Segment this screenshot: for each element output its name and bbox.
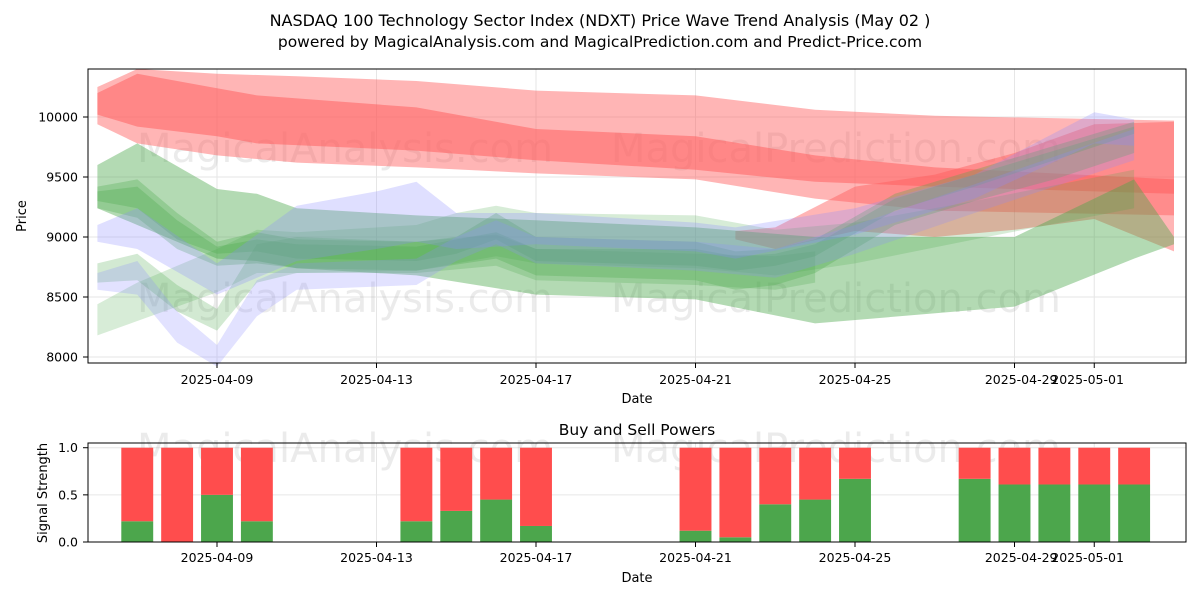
watermark-analysis-bottom: MagicalAnalysis.com	[137, 276, 553, 322]
price-x-axis-title: Date	[621, 392, 652, 407]
sell-power-bar	[161, 447, 194, 542]
powers-title: Buy and Sell Powers	[559, 421, 716, 439]
price-plot-frame	[87, 68, 1187, 364]
price-x-axis: 2025-04-09 2025-04-13 2025-04-17 2025-04-21…	[181, 363, 1124, 387]
buy-power-bar	[839, 478, 871, 542]
price-wave-bands	[97, 69, 1174, 367]
price-y-tick-label: 10000	[38, 110, 78, 125]
powers-x-tick-label: 2025-04-17	[500, 550, 573, 565]
price-band-red-band-3	[735, 121, 1174, 252]
price-y-tick-label: 9500	[46, 170, 78, 185]
sell-power-bar	[839, 447, 871, 479]
sell-power-bar	[440, 447, 473, 511]
sell-power-bar	[1078, 447, 1111, 485]
buy-power-bar	[1078, 484, 1111, 542]
powers-x-tick-label: 2025-04-29	[985, 550, 1058, 565]
buy-power-bar	[1118, 484, 1151, 542]
price-band-green-band-5	[97, 234, 816, 331]
chart-title: NASDAQ 100 Technology Sector Index (NDXT…	[270, 11, 931, 30]
price-plot: MagicalAnalysis.com MagicalPrediction.co…	[15, 68, 1187, 407]
sell-power-bar	[520, 447, 552, 526]
buy-power-bar	[1038, 484, 1071, 542]
powers-y-axis-title: Signal Strength	[36, 443, 51, 543]
sell-power-bar	[998, 447, 1031, 485]
price-x-tick-label: 2025-04-21	[659, 372, 732, 387]
price-x-tick-label: 2025-04-25	[819, 372, 892, 387]
powers-plot-frame	[87, 442, 1187, 543]
powers-x-tick-label: 2025-04-25	[819, 550, 892, 565]
sell-power-bar	[121, 447, 154, 522]
powers-y-tick-label: 0.5	[58, 487, 78, 502]
sell-power-bar	[759, 447, 792, 505]
buy-power-bar	[759, 504, 792, 542]
buy-power-bar	[440, 510, 473, 542]
sell-power-bar	[958, 447, 991, 479]
sell-power-bar	[201, 447, 233, 495]
price-band-blue-band-1	[97, 112, 1135, 295]
sell-power-bar	[1118, 447, 1151, 485]
powers-x-tick-label: 2025-05-01	[1051, 550, 1124, 565]
powers-y-tick-label: 1.0	[58, 440, 78, 455]
buy-power-bar	[799, 499, 832, 542]
price-band-blue-band-2	[97, 129, 1135, 367]
powers-bars	[121, 447, 1151, 542]
powers-watermark-prediction: MagicalPrediction.com	[611, 426, 1061, 472]
buy-power-bar	[400, 521, 433, 542]
sell-power-bar	[480, 447, 513, 500]
chart-subtitle: powered by MagicalAnalysis.com and Magic…	[278, 33, 922, 51]
sell-power-bar	[400, 447, 433, 522]
price-band-red-band-2	[97, 73, 1174, 194]
buy-power-bar	[998, 484, 1031, 542]
watermark-prediction-bottom: MagicalPrediction.com	[611, 276, 1061, 322]
price-y-axis-title: Price	[15, 200, 30, 232]
price-band-green-band-1	[97, 143, 1174, 324]
buy-power-bar	[480, 499, 513, 542]
powers-x-tick-label: 2025-04-09	[181, 550, 254, 565]
buy-power-bar	[201, 494, 233, 542]
buy-power-bar	[520, 525, 552, 542]
sell-power-bar	[1038, 447, 1071, 485]
price-x-tick-label: 2025-04-09	[181, 372, 254, 387]
sell-power-bar	[240, 447, 273, 522]
price-x-tick-label: 2025-04-13	[340, 372, 413, 387]
sell-power-bar	[719, 447, 752, 538]
price-y-tick-label: 8000	[46, 350, 78, 365]
buy-power-bar	[240, 521, 273, 542]
price-band-green-band-2	[97, 121, 1135, 271]
buy-power-bar	[958, 478, 991, 542]
buy-power-bar	[679, 530, 712, 542]
price-x-tick-label: 2025-04-29	[985, 372, 1058, 387]
price-band-green-band-4	[97, 169, 1135, 336]
powers-x-axis-title: Date	[621, 571, 652, 586]
powers-plot: MagicalAnalysis.com MagicalPrediction.co…	[36, 426, 1187, 586]
buy-power-bar	[719, 537, 752, 542]
price-x-tick-label: 2025-05-01	[1051, 372, 1124, 387]
price-band-green-band-3	[97, 126, 1135, 290]
price-x-tick-label: 2025-04-17	[500, 372, 573, 387]
buy-power-bar	[121, 521, 154, 542]
price-grid	[88, 69, 1186, 363]
powers-x-tick-label: 2025-04-21	[659, 550, 732, 565]
price-y-tick-label: 8500	[46, 290, 78, 305]
powers-y-axis: 0.0 0.5 1.0	[58, 440, 88, 550]
price-y-tick-label: 9000	[46, 230, 78, 245]
powers-y-tick-label: 0.0	[58, 535, 78, 550]
sell-power-bar	[679, 447, 712, 531]
powers-x-axis: 2025-04-09 2025-04-13 2025-04-17 2025-04-21…	[181, 542, 1124, 565]
sell-power-bar	[799, 447, 832, 500]
price-y-axis: 8000 8500 9000 9500 10000	[38, 110, 88, 365]
powers-x-tick-label: 2025-04-13	[340, 550, 413, 565]
